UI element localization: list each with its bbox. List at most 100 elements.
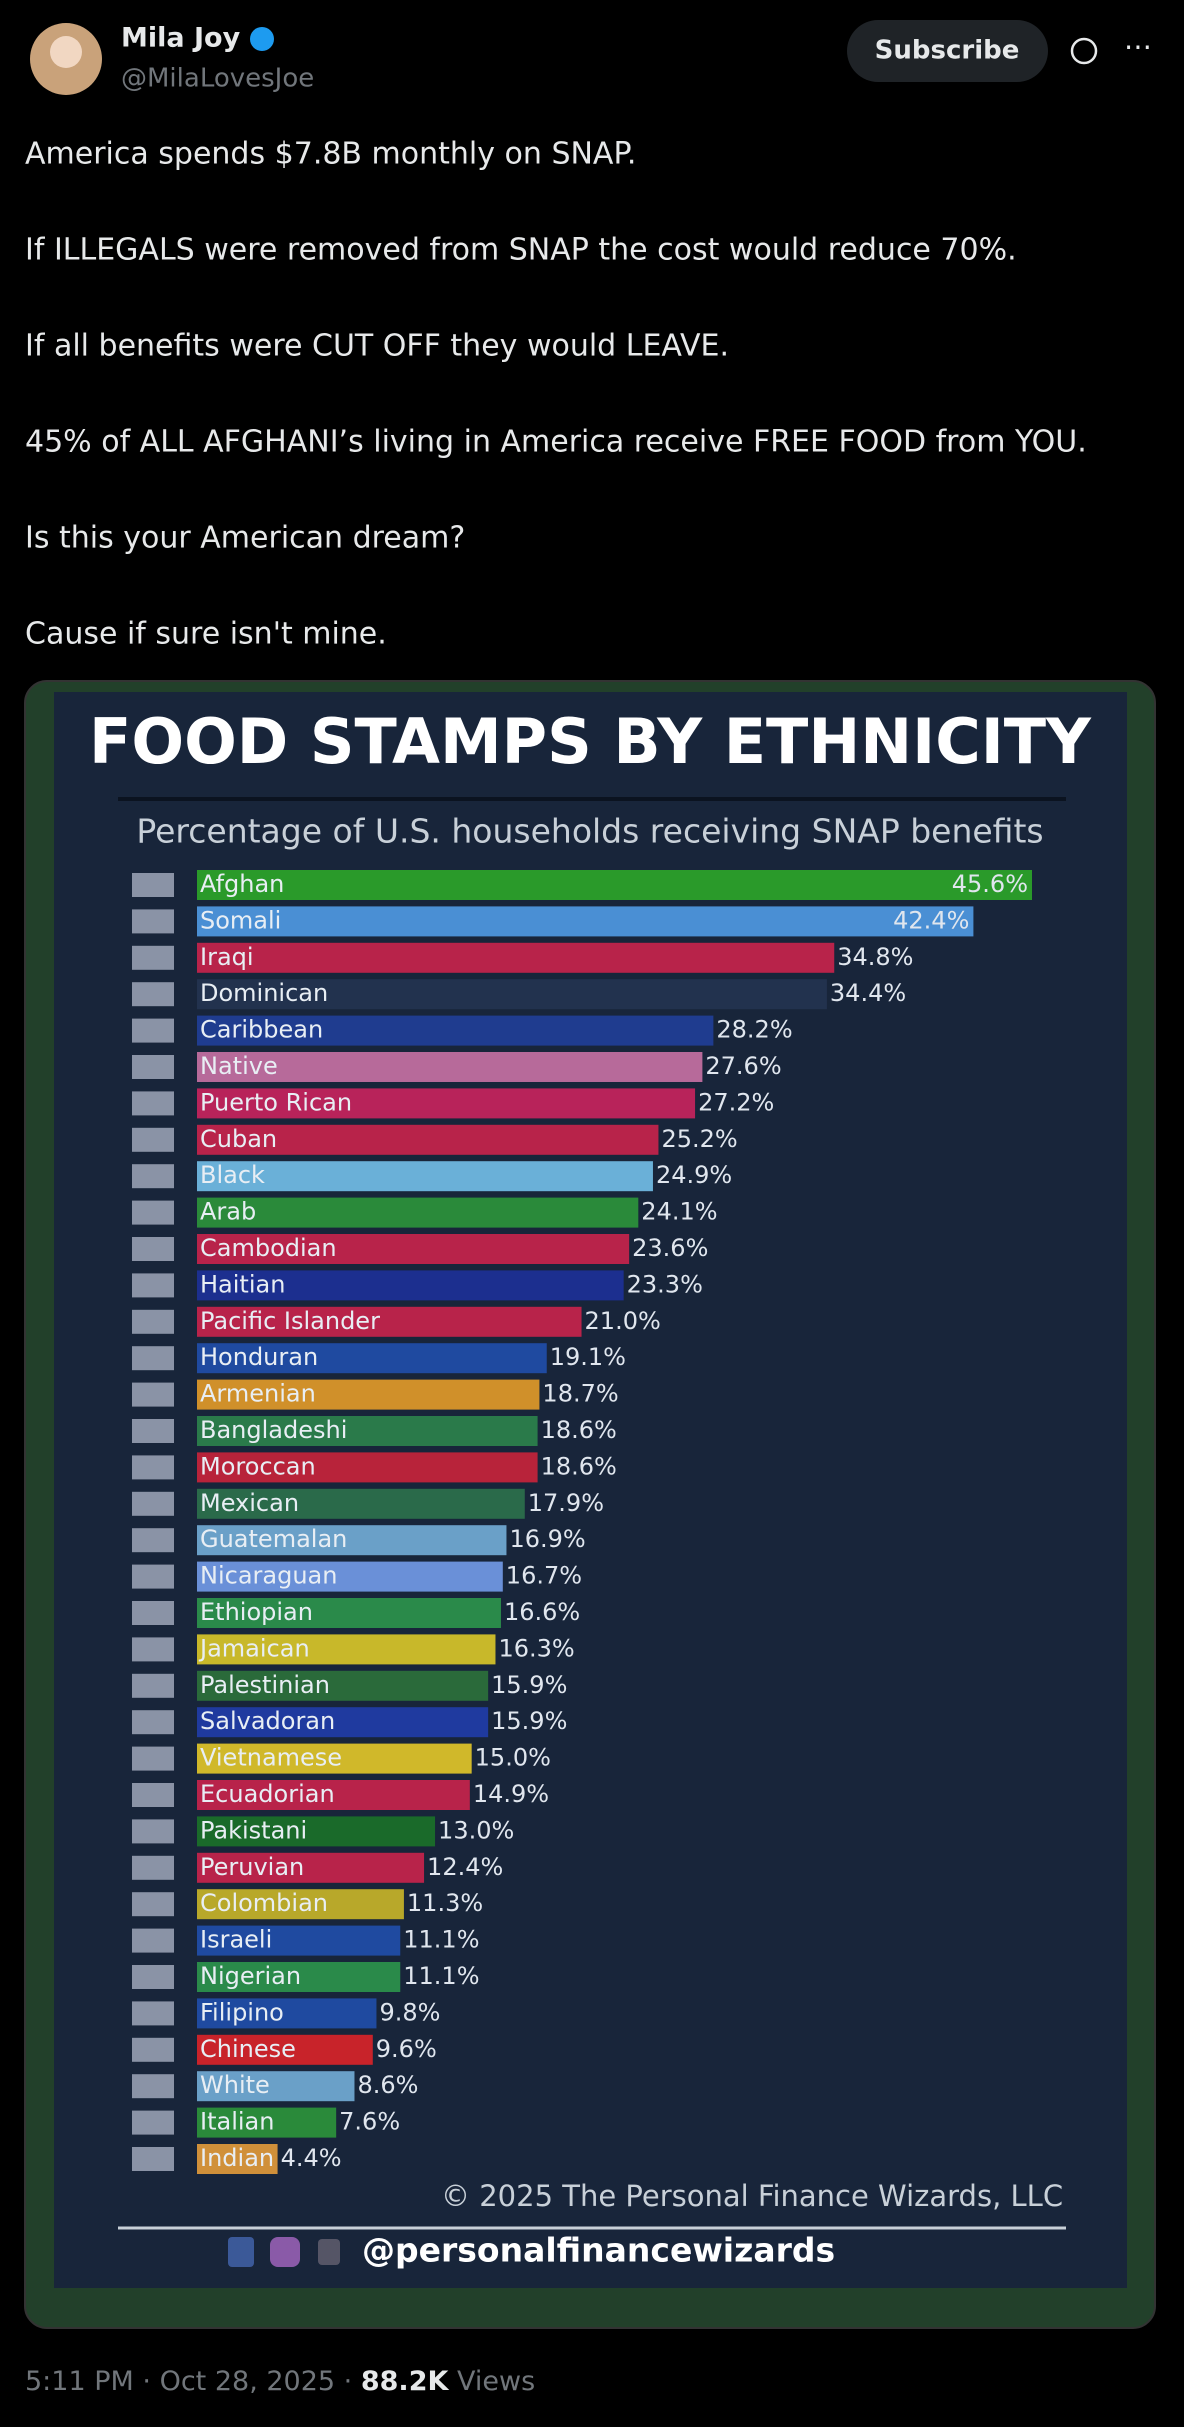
- category-label: Somali: [200, 906, 281, 934]
- category-label: Native: [200, 1052, 278, 1080]
- value-label: 18.7%: [542, 1380, 618, 1408]
- value-label: 27.6%: [705, 1052, 781, 1080]
- bar: [197, 1452, 538, 1483]
- copyright: © 2025 The Personal Finance Wizards, LLC: [441, 2179, 1063, 2213]
- flag: [132, 1091, 174, 1116]
- bar: [197, 1707, 489, 1738]
- tweet-text: Is this your American dream?: [25, 521, 465, 556]
- tweet-text: America spends $7.8B monthly on SNAP.: [25, 137, 636, 172]
- instagram-icon: [270, 2237, 300, 2267]
- bar: [197, 2144, 278, 2174]
- bar: [197, 2107, 337, 2138]
- tweet-text: 45% of ALL AFGHANI’s living in America r…: [25, 425, 1087, 460]
- avatar-face: [50, 36, 82, 68]
- value-label: 42.4%: [893, 906, 969, 934]
- bar: [197, 1852, 425, 1883]
- bar: [197, 1015, 714, 1046]
- value-label: 11.1%: [403, 1926, 479, 1954]
- subscribe-button[interactable]: [847, 20, 1048, 82]
- category-label: Arab: [200, 1198, 256, 1226]
- flag: [132, 2074, 174, 2099]
- category-label: Bangladeshi: [200, 1416, 347, 1444]
- category-label: Nigerian: [200, 1962, 301, 1990]
- value-label: 9.8%: [379, 1998, 440, 2026]
- flag: [132, 1710, 174, 1735]
- flag: [132, 1528, 174, 1553]
- bar: [197, 1124, 659, 1155]
- category-label: Cambodian: [200, 1234, 337, 1262]
- tweet-footer: 5:11 PM · Oct 28, 2025 · 88.2K Views: [25, 2366, 535, 2397]
- flag: [132, 1346, 174, 1371]
- bar: [197, 1634, 496, 1665]
- bar: [197, 1052, 703, 1082]
- more-icon[interactable]: ⋯: [1124, 30, 1152, 63]
- facebook-icon: [228, 2237, 254, 2267]
- flag: [132, 1309, 174, 1334]
- flag: [132, 1455, 174, 1480]
- value-label: 28.2%: [716, 1016, 792, 1044]
- flag: [132, 1928, 174, 1953]
- bar: [197, 2034, 373, 2065]
- handle[interactable]: @MilaLovesJoe: [121, 64, 314, 94]
- category-label: Colombian: [200, 1889, 328, 1917]
- value-label: 16.9%: [509, 1525, 585, 1553]
- category-label: Vietnamese: [200, 1744, 342, 1772]
- bar: [197, 906, 974, 937]
- value-label: 11.3%: [407, 1889, 483, 1917]
- value-label: 23.3%: [627, 1270, 703, 1298]
- value-label: 7.6%: [339, 2108, 400, 2136]
- subscribe-label[interactable]: Subscribe: [875, 36, 1020, 66]
- date[interactable]: Oct 28, 2025: [160, 2366, 336, 2397]
- value-label: 19.1%: [550, 1343, 626, 1371]
- bar: [197, 1598, 501, 1628]
- flag: [132, 2147, 174, 2171]
- bar: [197, 1743, 472, 1774]
- bar: [197, 942, 835, 973]
- display-name[interactable]: Mila Joy: [121, 23, 241, 54]
- bar: [197, 1998, 377, 2029]
- category-label: White: [200, 2071, 270, 2099]
- separator: ·: [142, 2366, 151, 2397]
- bar: [197, 1525, 507, 1556]
- time[interactable]: 5:11 PM: [25, 2366, 134, 2397]
- category-label: Iraqi: [200, 943, 254, 971]
- value-label: 27.2%: [698, 1088, 774, 1116]
- bar: [197, 1488, 525, 1519]
- tweet-text: If ILLEGALS were removed from SNAP the c…: [25, 233, 1017, 268]
- category-label: Caribbean: [200, 1016, 323, 1044]
- flag: [132, 1382, 174, 1407]
- value-label: 15.9%: [491, 1707, 567, 1735]
- category-label: Moroccan: [200, 1452, 316, 1480]
- category-label: Puerto Rican: [200, 1088, 352, 1116]
- category-label: Salvadoran: [200, 1707, 335, 1735]
- value-label: 12.4%: [427, 1853, 503, 1881]
- bar: [197, 1234, 630, 1264]
- bar: [197, 1925, 401, 1956]
- category-label: Honduran: [200, 1343, 318, 1371]
- value-label: 45.6%: [952, 870, 1028, 898]
- grok-icon[interactable]: [1070, 37, 1098, 65]
- bar: [197, 1816, 436, 1847]
- category-label: Israeli: [200, 1926, 272, 1954]
- bar: [197, 1962, 401, 1992]
- value-label: 13.0%: [438, 1816, 514, 1844]
- value-label: 16.3%: [498, 1634, 574, 1662]
- bar: [197, 1088, 696, 1119]
- flag: [132, 1237, 174, 1261]
- flag: [132, 909, 174, 934]
- flag: [132, 1055, 174, 1079]
- value-label: 18.6%: [541, 1416, 617, 1444]
- flag: [132, 1018, 174, 1043]
- category-label: Peruvian: [200, 1853, 304, 1881]
- flag: [132, 1673, 174, 1698]
- bar: [197, 1780, 470, 1810]
- flag: [132, 1491, 174, 1516]
- bar: [197, 1379, 540, 1410]
- flag: [132, 873, 174, 897]
- value-label: 8.6%: [357, 2071, 418, 2099]
- flag: [132, 1200, 174, 1225]
- flag: [132, 1819, 174, 1844]
- bar: [197, 979, 827, 1010]
- value-label: 15.9%: [491, 1671, 567, 1699]
- category-label: Dominican: [200, 979, 328, 1007]
